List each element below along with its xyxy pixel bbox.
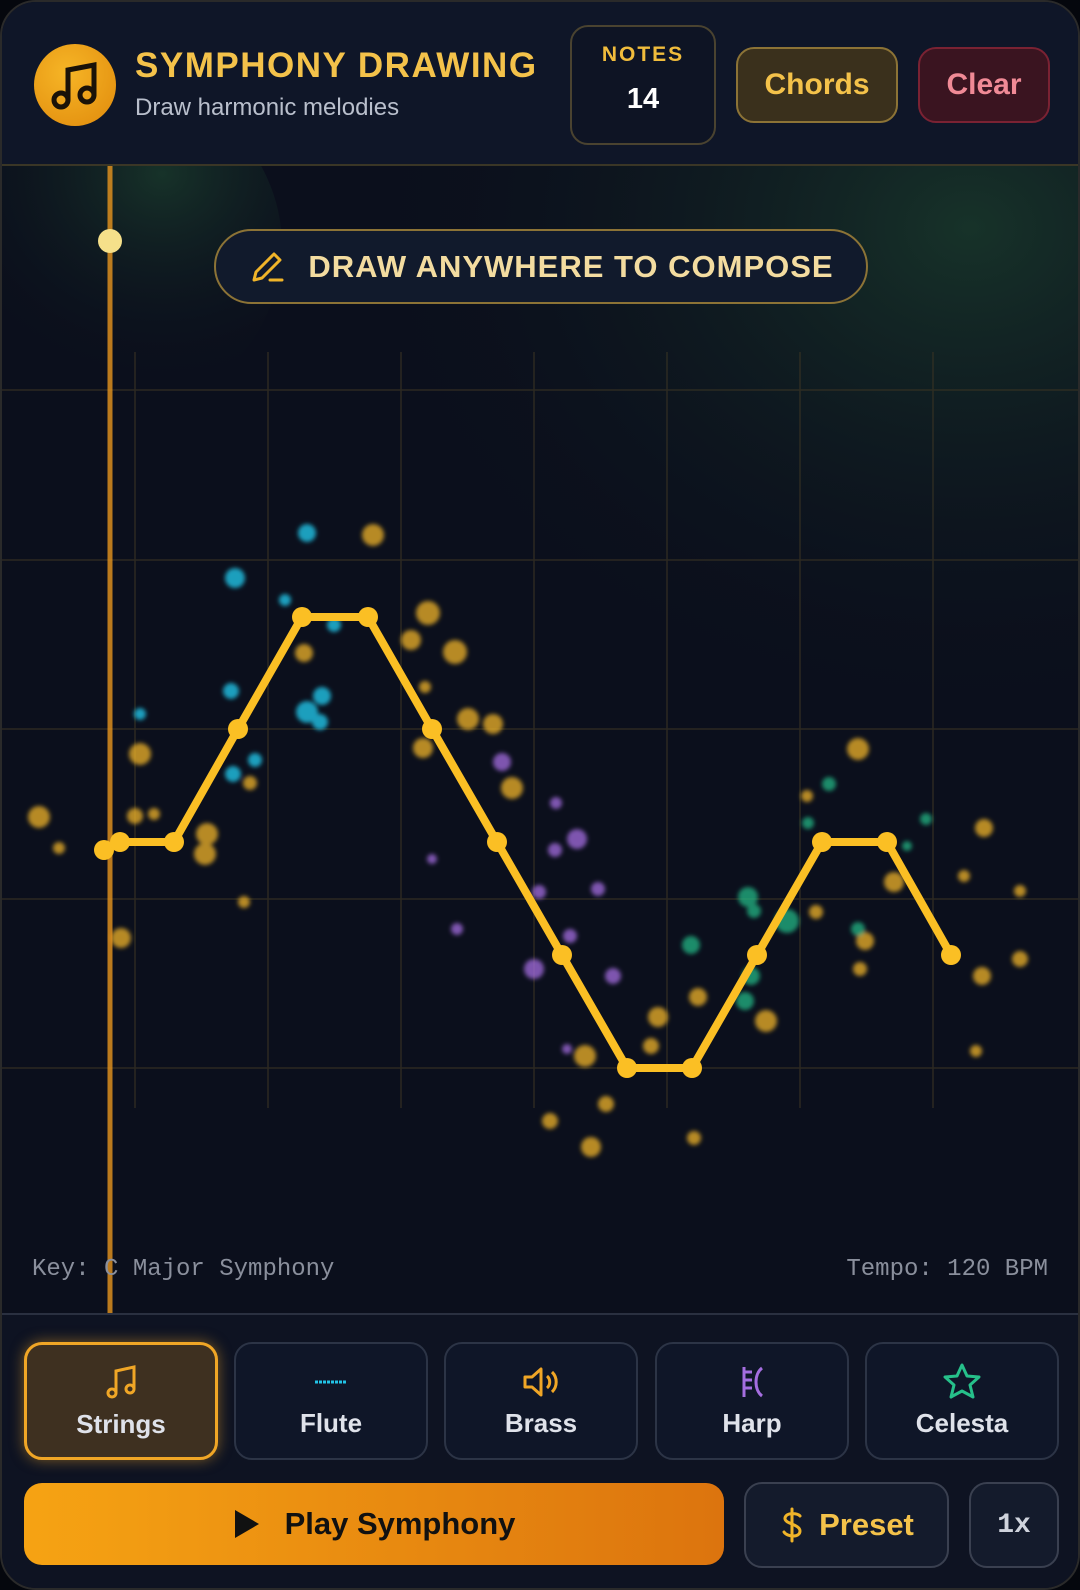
instrument-label: Brass — [504, 1408, 578, 1438]
speed-button[interactable]: 1x — [969, 1482, 1059, 1568]
instrument-label: Flute — [299, 1408, 363, 1438]
clear-button[interactable]: Clear — [918, 47, 1050, 123]
key-label: Key: C Major Symphony — [32, 1256, 335, 1283]
melody-notes — [94, 607, 961, 1078]
play-label: Play Symphony — [284, 1506, 516, 1541]
notes-label: NOTES — [601, 43, 685, 66]
compose-hint: DRAW ANYWHERE TO COMPOSE — [214, 229, 868, 304]
header: SYMPHONY DRAWING Draw harmonic melodies … — [2, 2, 1078, 166]
drawing-canvas[interactable] — [2, 166, 1080, 1313]
notes-count: 14 — [626, 83, 660, 115]
particles — [28, 524, 1028, 1157]
instrument-button[interactable]: Celesta — [865, 1342, 1059, 1460]
app-title: SYMPHONY DRAWING — [135, 46, 538, 85]
instrument-label: Celesta — [915, 1408, 1009, 1438]
logo — [34, 44, 116, 126]
compose-hint-text: DRAW ANYWHERE TO COMPOSE — [308, 248, 834, 284]
preset-label: Preset — [819, 1507, 914, 1542]
grid — [2, 352, 1078, 1108]
instrument-button[interactable]: Flute — [234, 1342, 428, 1460]
instrument-button[interactable]: Strings — [24, 1342, 218, 1460]
instrument-label: Harp — [722, 1408, 782, 1438]
playhead-dot — [98, 229, 122, 253]
notes-counter: NOTES 14 — [570, 25, 716, 145]
app-subtitle: Draw harmonic melodies — [135, 94, 400, 121]
instrument-button[interactable]: Brass — [444, 1342, 638, 1460]
tempo-label: Tempo: 120 BPM — [846, 1256, 1048, 1283]
instrument-button[interactable]: Harp — [655, 1342, 849, 1460]
instrument-label: Strings — [76, 1409, 166, 1439]
control-panel: Strings Flute Brass Harp Celesta Play Sy… — [2, 1313, 1078, 1588]
preset-button[interactable]: Preset — [744, 1482, 949, 1568]
play-button[interactable]: Play Symphony — [24, 1483, 724, 1565]
chords-button[interactable]: Chords — [736, 47, 898, 123]
